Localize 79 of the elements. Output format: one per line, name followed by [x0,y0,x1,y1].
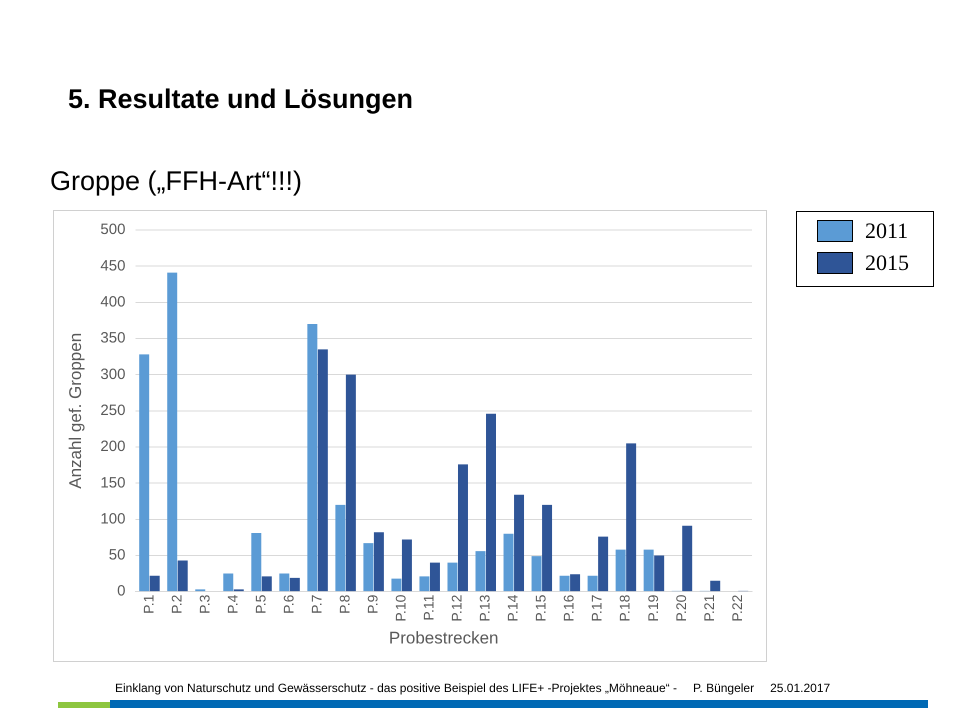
x-tick-label: P.8 [336,594,352,614]
bar [167,272,178,592]
bar [402,540,412,592]
bar [514,494,524,592]
x-tick-label: P.10 [392,594,409,622]
chart-title: 5. Resultate und Lösungen [68,84,414,115]
bar [346,374,356,592]
y-tick-label: 350 [100,330,126,347]
bar [430,562,440,592]
text: 25.01.2017 [770,681,830,695]
x-tick-label: P.17 [588,594,605,622]
bar [419,576,430,592]
x-tick-label: P.7 [308,594,324,614]
x-tick-label: P.15 [532,594,549,622]
y-tick-label: 100 [100,510,126,528]
bar [542,504,552,592]
y-tick-label: 300 [100,366,126,383]
x-tick-label: P.20 [672,594,689,622]
bar [178,560,188,592]
bar [616,550,626,592]
bar [223,574,234,592]
bar [598,536,608,592]
bar [560,576,570,592]
x-tick-label: P.4 [224,594,240,614]
x-tick-label: P.18 [616,594,633,622]
bar [251,533,262,592]
x-tick-label: P.6 [280,594,296,614]
bar [447,562,458,592]
bar [279,574,290,592]
bar [570,574,580,592]
y-tick-label: 500 [100,221,126,238]
bar [458,464,468,592]
bar [262,576,272,592]
bar [318,349,328,592]
x-tick-label: P.11 [420,594,437,621]
bar [335,504,346,592]
bar [644,550,654,592]
legend-label: 2011 [865,218,908,244]
x-tick-label: P.3 [196,594,212,614]
y-tick-label: 0 [117,582,126,600]
y-tick-label: 150 [100,474,126,492]
x-axis-title: Probestrecken [388,628,499,648]
bar [626,443,636,592]
x-tick-label: P.14 [504,594,521,622]
y-tick-label: 200 [100,438,126,456]
text: P. Büngeler [692,681,754,695]
x-tick-label: P.5 [252,594,268,614]
chart-subtitle: Groppe („FFH-Art“!!!) [50,166,302,197]
bar [682,526,692,592]
x-tick-label: P.13 [476,594,493,622]
x-tick-label: P.22 [728,594,745,622]
text: Einklang von Naturschutz und Gewässerschutz - das positive Beispiel des LIFE+ -Projektes „Möhneaue“ - [115,681,677,695]
bar [374,532,384,592]
bar [307,324,318,592]
x-tick-label: P.16 [560,594,577,622]
bar [654,555,664,592]
bar [476,551,486,592]
y-axis-title: Anzahl gef. Groppen [66,332,85,489]
y-tick-label: 250 [100,402,126,419]
x-tick-label: P.12 [448,594,465,622]
y-tick-label: 400 [100,293,126,310]
bar [363,543,374,592]
x-tick-label: P.21 [700,594,717,622]
bar [139,354,150,592]
bar [504,534,514,592]
bar [532,556,542,592]
legend-label: 2015 [865,250,909,276]
bar [486,414,496,592]
bar [710,580,720,592]
bar [588,576,598,592]
bar [290,578,300,592]
bar [150,576,160,592]
x-tick-label: P.9 [364,594,381,614]
x-tick-label: P.19 [644,594,661,622]
y-tick-label: 50 [108,546,126,564]
y-tick-label: 450 [100,257,126,274]
x-tick-label: P.2 [168,594,184,614]
x-tick-label: P.1 [140,594,156,614]
bar [391,578,402,592]
